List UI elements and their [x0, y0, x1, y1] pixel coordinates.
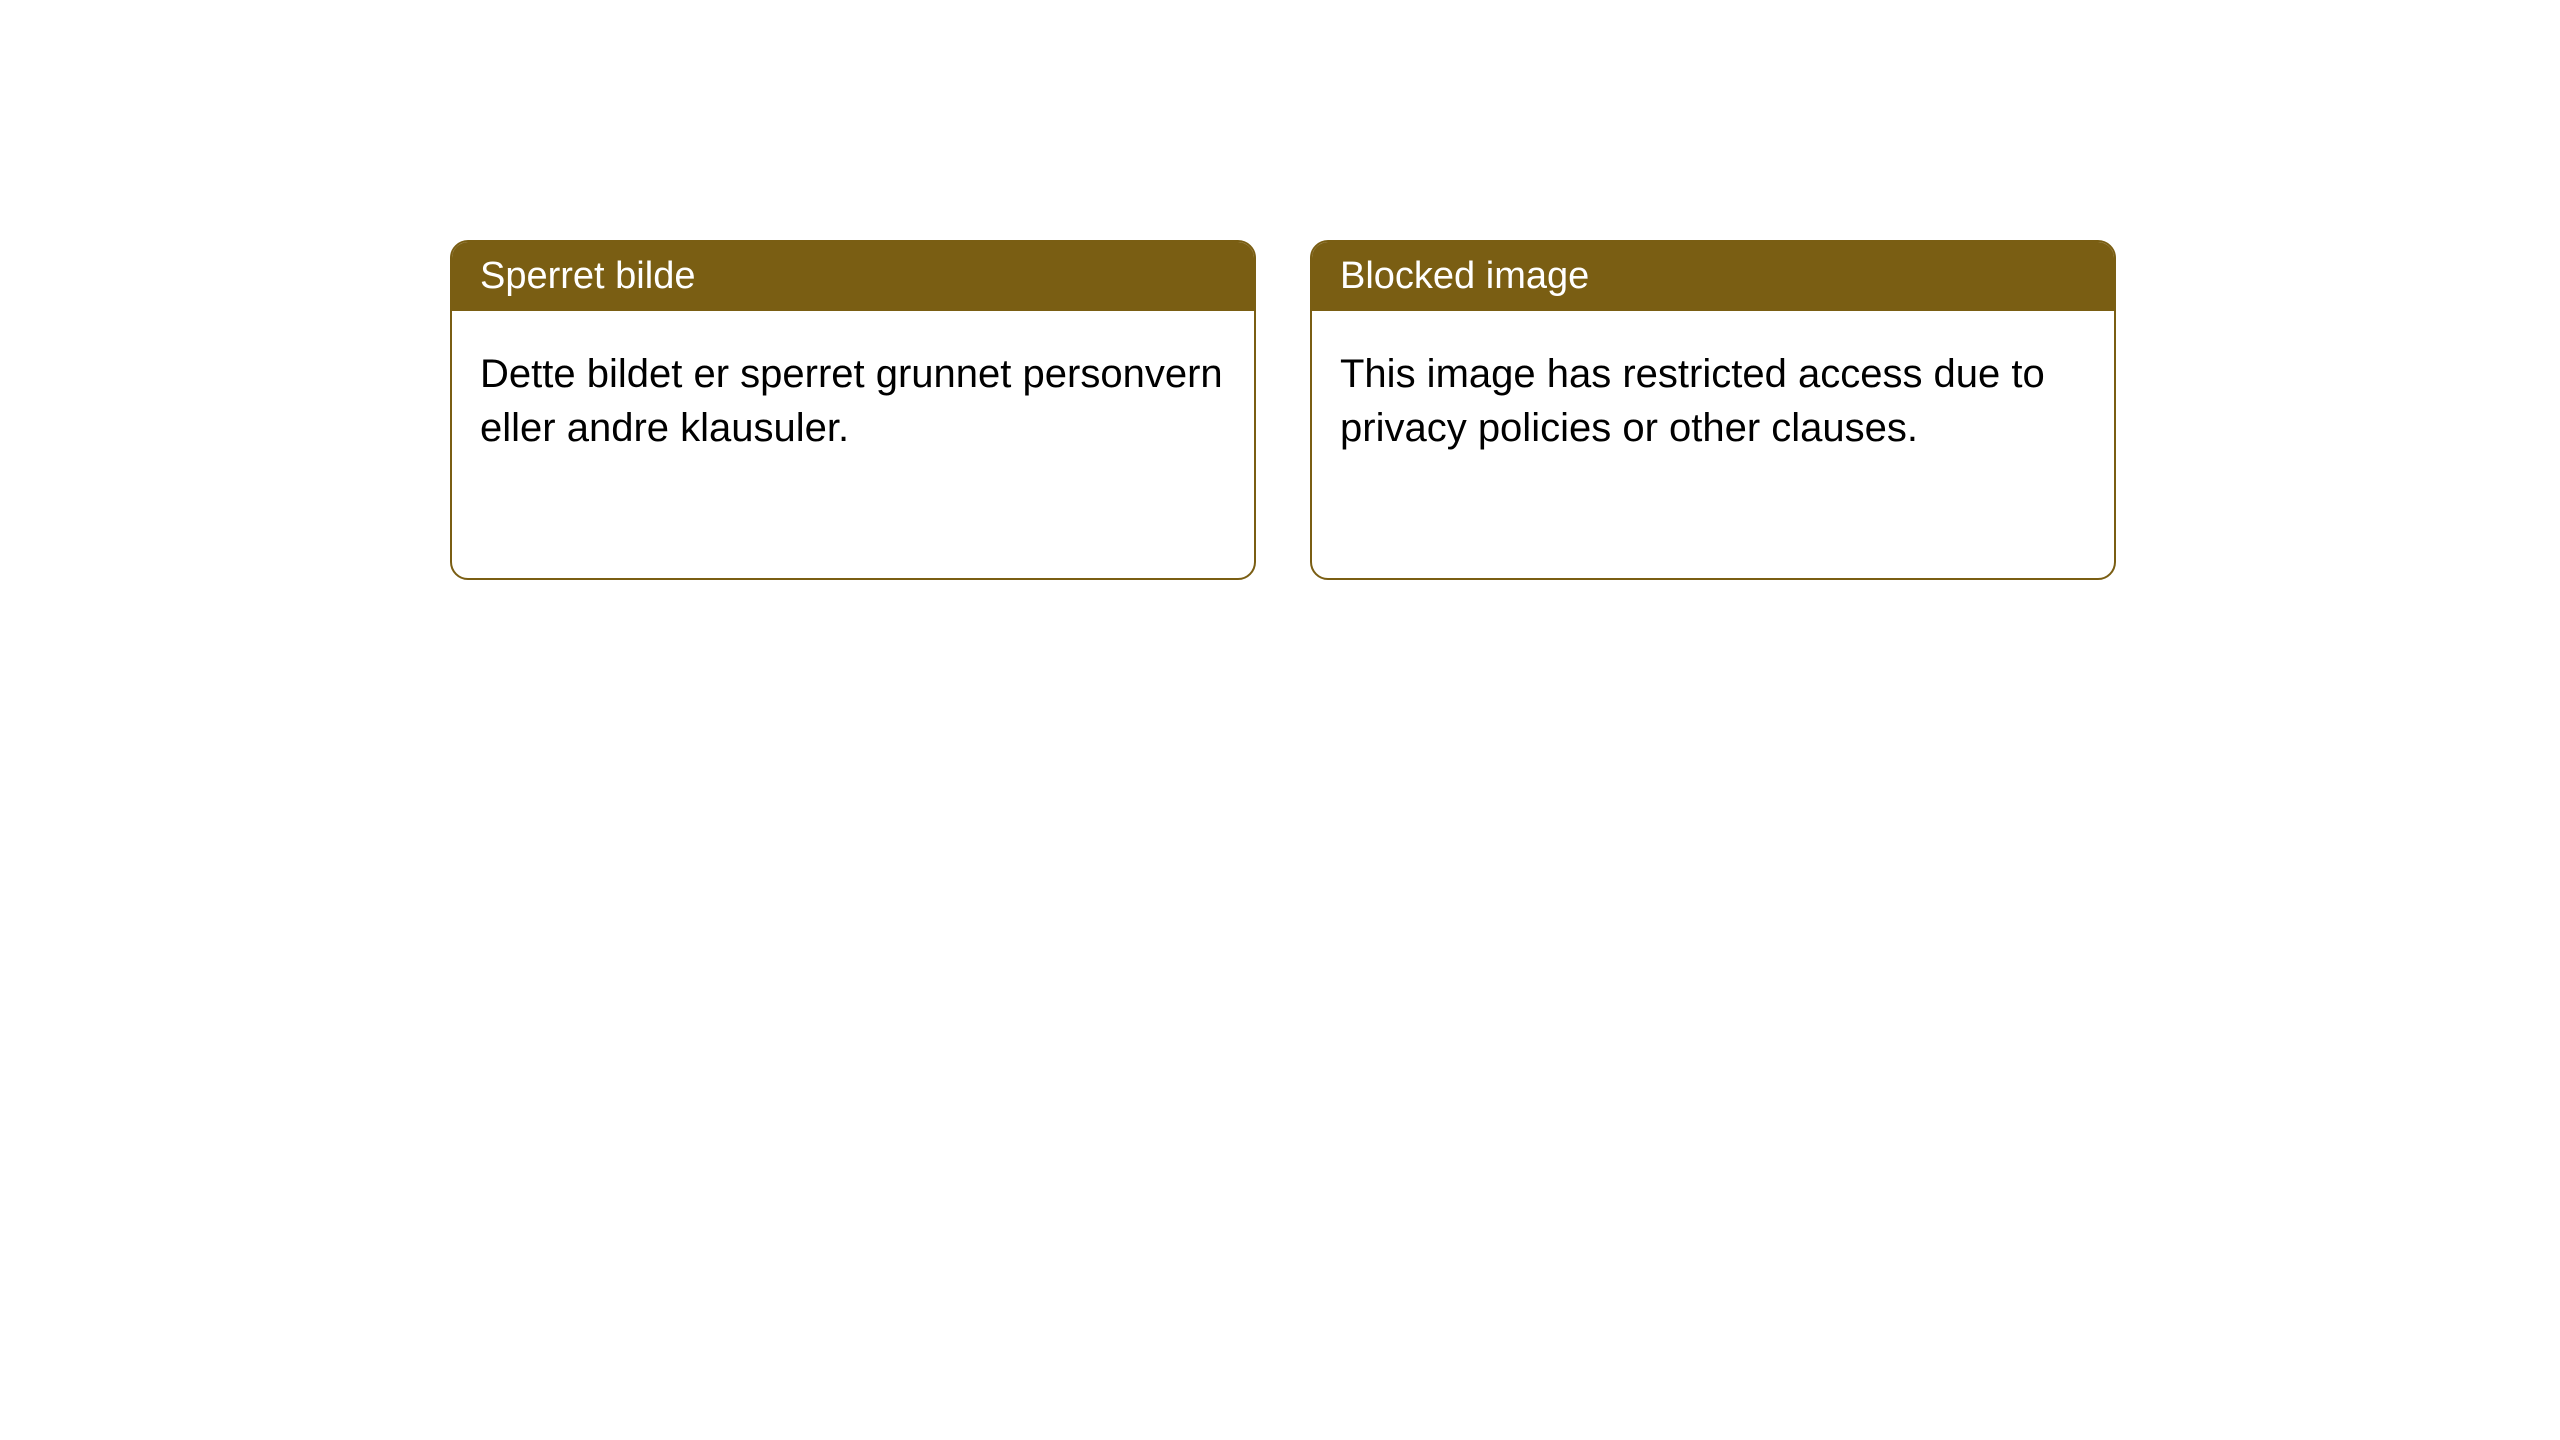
notice-body: Dette bildet er sperret grunnet personve… — [452, 311, 1254, 483]
notice-title: Blocked image — [1312, 242, 2114, 311]
notice-body: This image has restricted access due to … — [1312, 311, 2114, 483]
notice-container: Sperret bilde Dette bildet er sperret gr… — [0, 0, 2560, 580]
notice-title: Sperret bilde — [452, 242, 1254, 311]
notice-card-norwegian: Sperret bilde Dette bildet er sperret gr… — [450, 240, 1256, 580]
notice-card-english: Blocked image This image has restricted … — [1310, 240, 2116, 580]
